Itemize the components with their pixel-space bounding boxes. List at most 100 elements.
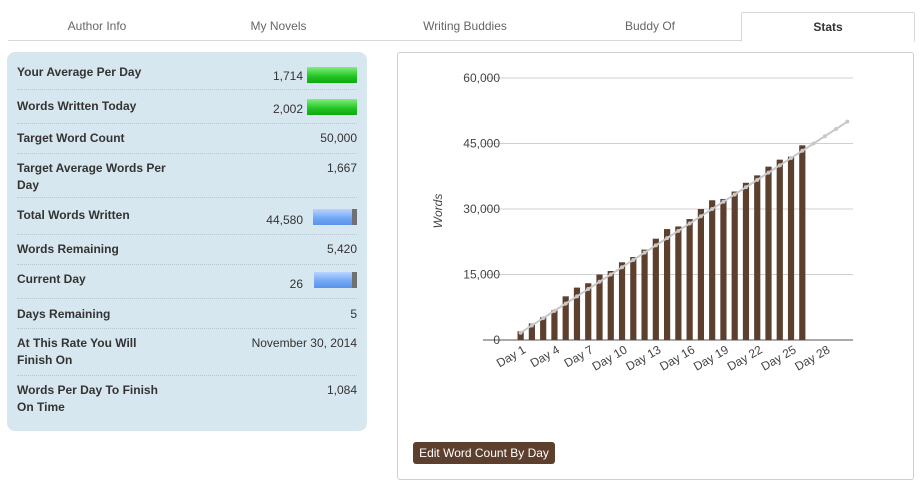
chart-bar [765, 166, 772, 340]
y-tick-label: 30,000 [463, 202, 500, 216]
target-line [520, 120, 848, 334]
x-tick-label: Day 7 [562, 342, 596, 370]
y-tick-label: 0 [493, 333, 500, 347]
target-point [653, 243, 658, 248]
chart-bar [652, 238, 659, 340]
chart-bar [517, 331, 524, 340]
target-point [777, 163, 782, 168]
average-progress-bar [307, 67, 357, 83]
stats-panel: Your Average Per Day 1,714 Words Written… [7, 52, 367, 431]
target-point [845, 119, 850, 124]
stat-value: 5 [350, 307, 357, 321]
stat-value: 50,000 [320, 131, 357, 145]
target-point [822, 134, 827, 139]
target-point [552, 308, 557, 313]
target-point [755, 177, 760, 182]
stat-row-total-words: Total Words Written 44,580 [17, 198, 357, 235]
chart-bar [540, 317, 547, 340]
stat-value: 1,084 [326, 383, 357, 397]
current-day-progress-bar [313, 272, 357, 288]
target-point [811, 141, 816, 146]
stat-value: 26 [289, 277, 303, 291]
x-tick-label: Day 22 [725, 342, 765, 373]
target-point [766, 170, 771, 175]
target-point [732, 192, 737, 197]
tab-bar: Author Info My Novels Writing Buddies Bu… [8, 12, 915, 42]
chart-bar [551, 310, 558, 340]
target-point [834, 126, 839, 131]
target-point [676, 228, 681, 233]
stat-label: Words Written Today [17, 99, 137, 113]
chart-panel: 0 15,000 30,000 45,000 60,000 Words Day 1 Day 4… [397, 52, 914, 480]
stat-value: 44,580 [266, 213, 303, 227]
x-tick-label: Day 25 [759, 342, 799, 373]
x-tick-label: Day 10 [590, 342, 630, 373]
stat-value: 1,667 [326, 161, 357, 175]
stat-row-words-today: Words Written Today 2,002 [17, 90, 357, 124]
chart-bar [641, 249, 648, 340]
target-point [687, 221, 692, 226]
tab-stats[interactable]: Stats [741, 12, 915, 42]
stat-row-finish-date: At This Rate You Will Finish On November… [17, 329, 357, 376]
stat-row-average-per-day: Your Average Per Day 1,714 [17, 56, 357, 90]
y-tick-label: 60,000 [463, 71, 500, 85]
stat-row-words-remaining: Words Remaining 5,420 [17, 235, 357, 265]
target-point [586, 287, 591, 292]
today-progress-bar [307, 99, 357, 115]
stat-value: 2,002 [272, 102, 303, 116]
stat-label: Current Day [17, 272, 86, 286]
chart-bar [720, 198, 727, 340]
chart-bar [664, 229, 671, 340]
tab-buddy-of[interactable]: Buddy Of [624, 19, 676, 33]
target-point [698, 214, 703, 219]
target-point [743, 185, 748, 190]
chart-bar [630, 257, 637, 340]
stat-row-current-day: Current Day 26 [17, 265, 357, 299]
chart-bar [799, 145, 806, 340]
target-point [597, 279, 602, 284]
edit-word-count-button[interactable]: Edit Word Count By Day [413, 442, 555, 464]
stat-label: At This Rate You Will Finish On [17, 336, 137, 367]
chart-bar [596, 274, 603, 340]
stat-row-target-average: Target Average Words Per Day 1,667 [17, 154, 357, 198]
chart-bar [754, 175, 761, 340]
stat-label: Total Words Written [17, 208, 130, 222]
tab-writing-buddies[interactable]: Writing Buddies [423, 19, 507, 33]
target-point [721, 199, 726, 204]
tab-author-info[interactable]: Author Info [67, 19, 127, 33]
chart-bar [709, 200, 716, 340]
chart-bar [607, 271, 614, 340]
x-tick-label: Day 16 [657, 342, 697, 373]
chart-bar [562, 296, 569, 340]
stat-value: 5,420 [326, 242, 357, 256]
chart-bar [776, 159, 783, 340]
y-tick-label: 45,000 [463, 137, 500, 151]
x-tick-label: Day 19 [691, 342, 731, 373]
chart-bar [585, 283, 592, 340]
x-tick-label: Day 13 [623, 342, 663, 373]
chart-bar [697, 209, 704, 340]
y-tick-label: 15,000 [463, 268, 500, 282]
chart-bar [573, 287, 581, 340]
stat-value: November 30, 2014 [251, 336, 357, 350]
chart-bar [618, 262, 626, 340]
target-point [563, 301, 568, 306]
chart-bar [787, 156, 795, 340]
total-words-progress-bar [312, 209, 357, 225]
target-point [789, 156, 794, 161]
target-point [800, 148, 805, 153]
target-point [541, 316, 546, 321]
target-point [665, 236, 670, 241]
stat-row-per-day-to-finish: Words Per Day To Finish On Time 1,084 [17, 376, 357, 422]
stat-label: Target Average Words Per Day [17, 161, 166, 192]
chart-bar [742, 182, 750, 340]
chart-bar [686, 219, 693, 340]
tab-my-novels[interactable]: My Novels [250, 19, 307, 33]
x-tick-label: Day 28 [792, 342, 832, 373]
target-point [642, 250, 647, 255]
target-point [574, 294, 579, 299]
stat-value: 1,714 [272, 69, 303, 83]
stat-label: Days Remaining [17, 307, 111, 321]
chart-bar [528, 323, 535, 340]
